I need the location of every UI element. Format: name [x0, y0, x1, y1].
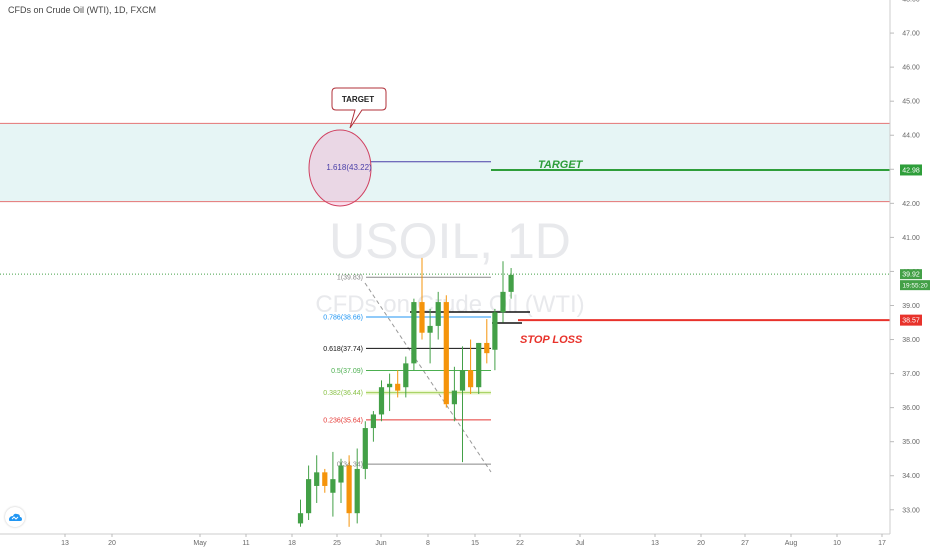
candle-body: [419, 302, 425, 333]
time-tick-label: Aug: [785, 540, 798, 547]
price-tick-label: 42.00: [902, 201, 920, 208]
price-tick-label: 47.00: [902, 31, 920, 38]
time-tick-label: 20: [697, 540, 705, 547]
candle-body: [362, 428, 368, 469]
fib-level-label: 0.5(37.09): [331, 368, 363, 375]
price-tick-label: 36.00: [902, 405, 920, 412]
fib-level-label: 0.786(38.66): [323, 315, 363, 322]
candle-body: [484, 342, 490, 354]
candle-body: [378, 387, 385, 415]
time-tick-label: Jul: [576, 540, 585, 547]
time-tick-label: Jun: [375, 540, 386, 547]
price-tick-label: 46.00: [902, 65, 920, 72]
candle-body: [451, 390, 457, 405]
stop-price-badge-text: 38.57: [902, 318, 920, 325]
time-tick-label: 18: [288, 540, 296, 547]
candle-body: [387, 383, 393, 388]
candle-body: [403, 363, 409, 388]
candle-body: [314, 472, 320, 486]
chart-title: CFDs on Crude Oil (WTI), 1D, FXCM: [8, 5, 157, 15]
last-price-badge-text: 39.92: [902, 272, 920, 279]
fib-highlight-band: [366, 390, 491, 395]
price-tick-label: 37.00: [902, 371, 920, 378]
fib-level-label: 0.236(35.64): [323, 417, 363, 424]
time-tick-label: 11: [242, 540, 249, 547]
candle-body: [476, 342, 482, 388]
fib-level-label: 0.618(37.74): [323, 346, 363, 353]
candle-body: [492, 312, 498, 350]
fib-level-label: 1(39.83): [337, 275, 363, 282]
tradingview-logo-icon[interactable]: [5, 507, 25, 527]
target-callout-text: TARGET: [342, 95, 374, 104]
price-tick-label: 34.00: [902, 473, 920, 480]
price-tick-label: 48.00: [902, 0, 920, 4]
watermark-description: CFDs on Crude Oil (WTI): [315, 291, 584, 318]
candle-body: [338, 465, 344, 483]
time-axis[interactable]: 13 20 May 11 18 25 Jun 8 15 22 Jul 13 20 27 Aug 10 17: [61, 534, 886, 547]
candle-body: [411, 302, 417, 364]
target-ellipse: [308, 129, 372, 207]
last-price-badge: 39.92 19:55:20: [900, 269, 930, 291]
price-tick-label: 39.00: [902, 303, 920, 310]
price-tick-label: 38.00: [902, 337, 920, 344]
target-callout: TARGET: [331, 87, 387, 129]
time-tick-label: 22: [516, 540, 524, 547]
candle-body: [370, 414, 376, 429]
candle-body: [443, 302, 449, 405]
time-tick-label: May: [193, 540, 207, 547]
candle-body: [297, 513, 304, 524]
fib-level-label: 0.382(36.44): [323, 390, 363, 397]
time-tick-label: 27: [741, 540, 749, 547]
stop-price-badge: 38.57: [900, 314, 922, 326]
candle-body: [322, 472, 328, 486]
fib-retracement-trendline: [364, 282, 492, 473]
price-tick-label: 35.00: [902, 439, 920, 446]
time-tick-label: 8: [426, 540, 430, 547]
price-tick-label: 45.00: [902, 99, 920, 106]
target-price-badge: 42.98: [900, 164, 922, 176]
fib-extension-label: 1.618(43.22): [326, 163, 372, 172]
candle-body: [468, 370, 474, 388]
time-tick-label: 17: [878, 540, 886, 547]
candle-body: [330, 479, 336, 493]
candle-body: [427, 325, 433, 333]
price-tick-label: 44.00: [902, 133, 920, 140]
candle-body: [435, 302, 441, 326]
candlesticks: [297, 257, 514, 527]
time-tick-label: 13: [651, 540, 659, 547]
time-tick-label: 20: [108, 540, 116, 547]
countdown-badge-text: 19:55:20: [902, 283, 928, 290]
price-tick-label: 33.00: [902, 507, 920, 514]
time-tick-label: 10: [833, 540, 841, 547]
candle-body: [508, 274, 514, 292]
time-tick-label: 15: [471, 540, 479, 547]
time-tick-label: 13: [61, 540, 69, 547]
target-price-badge-text: 42.98: [902, 167, 920, 174]
candle-body: [459, 370, 466, 391]
target-line-label: TARGET: [538, 159, 584, 171]
candle-body: [346, 465, 352, 514]
candle-body: [395, 383, 401, 391]
target-zone: [0, 123, 890, 202]
fib-level-label: 0(34.34): [337, 462, 363, 469]
watermark-symbol: USOIL, 1D: [329, 213, 571, 269]
time-tick-label: 25: [333, 540, 341, 547]
candle-body: [500, 291, 506, 313]
candle-body: [354, 468, 360, 514]
price-axis[interactable]: 48.0047.0046.0045.0044.0043.0042.0041.00…: [890, 0, 920, 514]
candle-body: [306, 479, 312, 514]
price-tick-label: 41.00: [902, 235, 920, 242]
stop-loss-label: STOP LOSS: [520, 334, 583, 346]
